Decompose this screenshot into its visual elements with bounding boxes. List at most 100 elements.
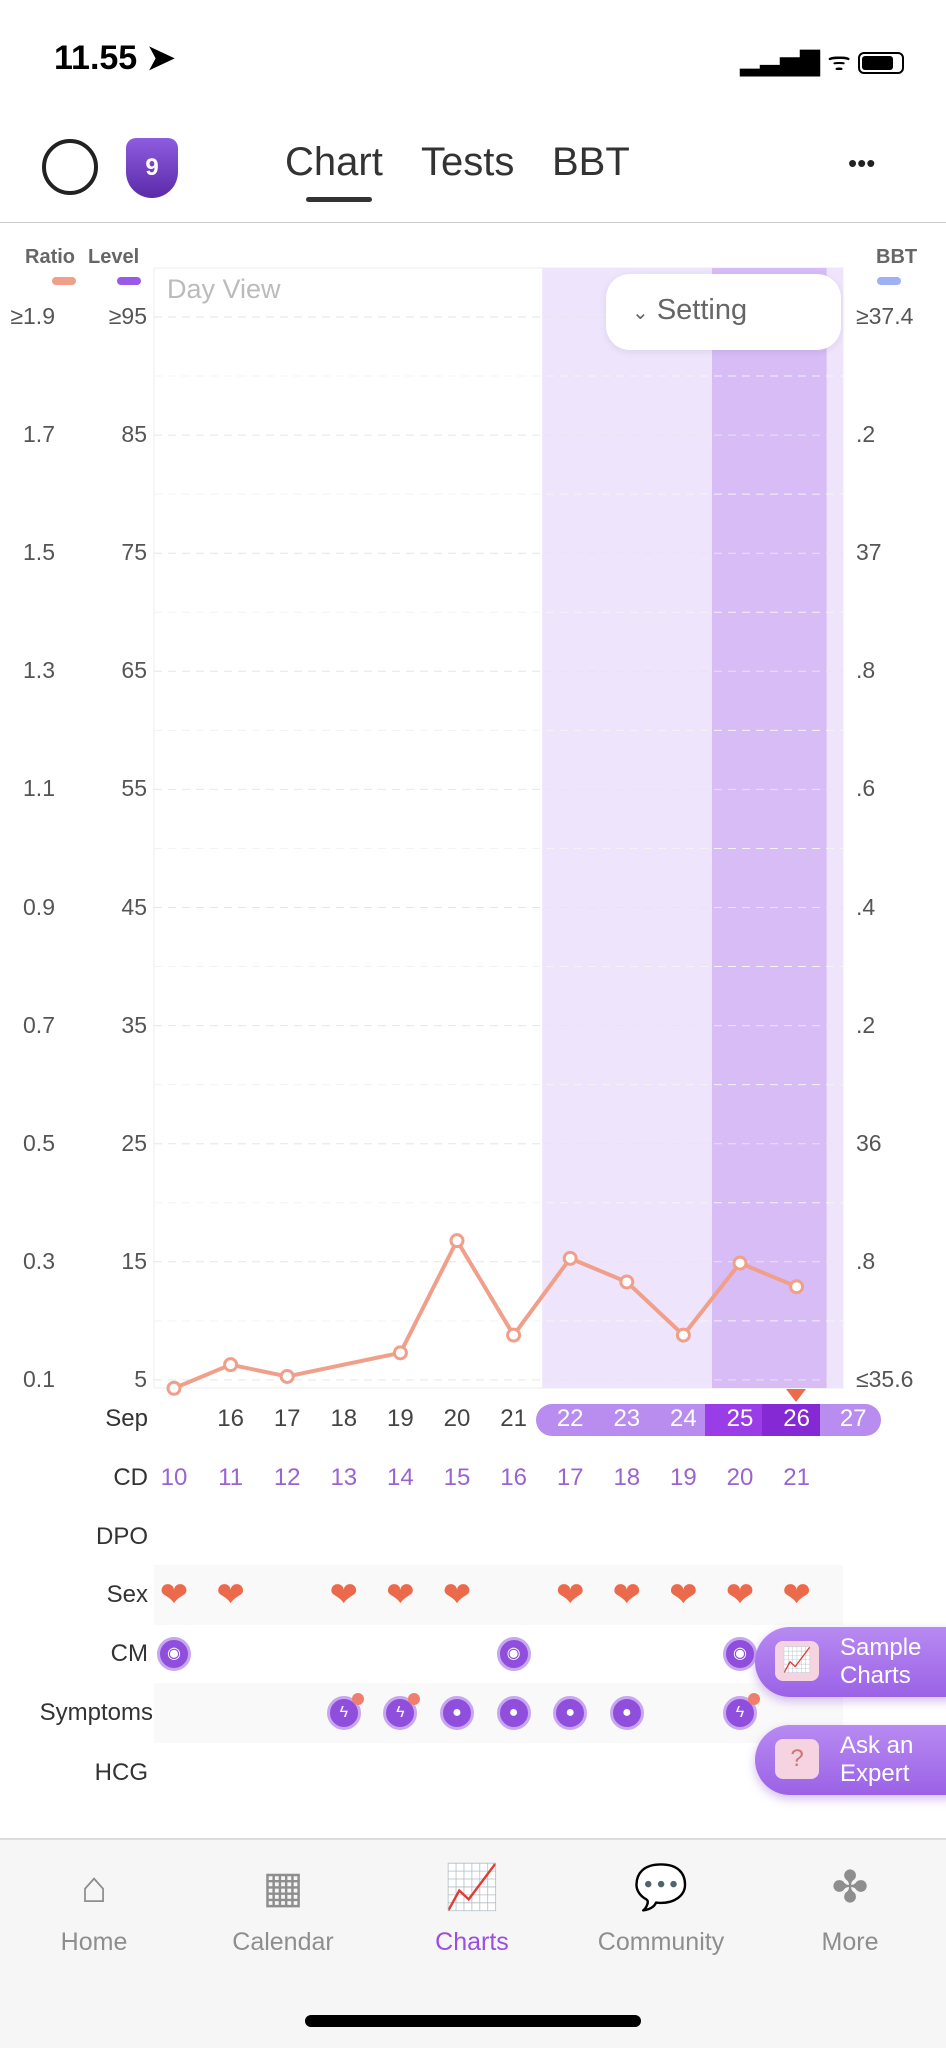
level-point[interactable] (562, 1250, 578, 1266)
level-badge-icon[interactable]: 9 (126, 138, 178, 198)
active-tab-indicator (306, 197, 372, 202)
date-label[interactable]: 19 (387, 1405, 414, 1432)
cervical-mucus-icon[interactable]: ◉ (723, 1637, 757, 1671)
date-label[interactable]: 24 (670, 1405, 697, 1432)
day-view-label: Day View (167, 274, 281, 304)
hormone-chart[interactable] (0, 0, 946, 1420)
nav-home[interactable]: ⌂ Home (24, 1860, 164, 1957)
level-tick-label: 85 (121, 421, 147, 448)
more-options-button[interactable]: ••• (848, 148, 876, 178)
date-label[interactable]: 17 (273, 1405, 301, 1432)
profile-icon[interactable] (42, 139, 98, 195)
setting-label: Setting (656, 294, 748, 326)
sex-label: Sex (106, 1581, 148, 1608)
cycle-day-label: 16 (500, 1464, 527, 1491)
ratio-tick-label: 0.5 (23, 1129, 55, 1156)
symptom-icon[interactable]: ● (609, 1696, 644, 1730)
ratio-tick-label: 1.5 (23, 539, 55, 566)
chart-image-icon: 📈 (775, 1641, 819, 1681)
symptom-icon[interactable]: ϟ (723, 1693, 760, 1730)
level-point[interactable] (279, 1368, 295, 1384)
level-point[interactable] (732, 1255, 748, 1271)
cervical-mucus-icon[interactable]: ◉ (157, 1637, 191, 1671)
nav-charts[interactable]: 📈 Charts (402, 1860, 542, 1957)
ratio-tick-label: ≥1.9 (10, 303, 55, 329)
status-time: 11.55 ➤ (54, 38, 175, 78)
date-label[interactable]: 25 (726, 1405, 754, 1432)
cycle-day-label: 11 (218, 1464, 244, 1491)
level-tick-label: 15 (121, 1247, 147, 1274)
level-point[interactable] (619, 1274, 635, 1290)
ratio-tick-label: 0.3 (23, 1247, 55, 1274)
level-point[interactable] (166, 1380, 182, 1396)
bbt-tick-label: .8 (856, 657, 876, 684)
cycle-day-label: 21 (783, 1464, 810, 1491)
tab-tests[interactable]: Tests (421, 140, 515, 184)
symptom-icon[interactable]: ϟ (326, 1693, 364, 1730)
ratio-tick-label: 0.7 (23, 1011, 55, 1038)
date-label[interactable]: 20 (443, 1405, 471, 1432)
tab-chart[interactable]: Chart (285, 140, 383, 184)
bbt-legend-label: BBT (876, 246, 918, 268)
bbt-tick-label: .8 (856, 1247, 876, 1274)
level-point[interactable] (506, 1327, 522, 1343)
selected-day-marker (786, 1389, 806, 1402)
calendar-icon: ▦ (262, 1863, 304, 1912)
cycle-day-label: 10 (160, 1464, 188, 1491)
nav-calendar[interactable]: ▦ Calendar (213, 1860, 353, 1957)
heart-icon[interactable]: ❤ (386, 1576, 415, 1614)
home-icon: ⌂ (80, 1863, 108, 1912)
level-point[interactable] (223, 1357, 239, 1373)
symptoms-label: Symptoms (39, 1699, 153, 1726)
heart-icon[interactable]: ❤ (612, 1576, 642, 1614)
ask-expert-button[interactable]: ? Ask an Expert (755, 1725, 946, 1795)
fertile-date-pill (536, 1404, 881, 1436)
date-label[interactable]: 18 (330, 1405, 358, 1432)
date-label[interactable]: 22 (556, 1405, 584, 1432)
heart-icon[interactable]: ❤ (725, 1576, 755, 1614)
bbt-tick-label: .2 (856, 421, 876, 448)
tab-bbt[interactable]: BBT (552, 140, 630, 184)
symptom-icon[interactable]: ● (553, 1696, 588, 1730)
symptom-icon[interactable]: ● (496, 1696, 531, 1730)
setting-dropdown[interactable]: ⌄ Setting (606, 274, 841, 350)
ratio-tick-label: 0.9 (23, 893, 55, 920)
dpo-label: DPO (95, 1523, 148, 1550)
date-label[interactable]: 27 (839, 1405, 867, 1432)
date-label[interactable]: 26 (783, 1405, 810, 1432)
heart-icon[interactable]: ❤ (782, 1576, 811, 1614)
heart-icon[interactable]: ❤ (442, 1576, 472, 1614)
level-point[interactable] (449, 1233, 465, 1249)
nav-label: Charts (435, 1928, 509, 1956)
symptom-icon[interactable]: ● (440, 1696, 474, 1730)
heart-icon[interactable]: ❤ (555, 1576, 585, 1614)
nav-label: Community (597, 1928, 725, 1956)
charts-icon: 📈 (444, 1863, 500, 1912)
date-label[interactable]: 23 (613, 1405, 641, 1432)
level-point[interactable] (675, 1327, 691, 1343)
nav-more[interactable]: ✤ More (780, 1860, 920, 1957)
symptom-icon[interactable]: ϟ (383, 1693, 421, 1730)
community-icon: 💬 (633, 1863, 689, 1912)
date-label[interactable]: 16 (217, 1405, 244, 1432)
cervical-mucus-icon[interactable]: ◉ (496, 1637, 531, 1671)
status-icons: ▂▃▅▇ ᯤ (740, 42, 905, 78)
level-point[interactable] (789, 1279, 805, 1295)
sample-charts-button[interactable]: 📈 Sample Charts (755, 1627, 946, 1697)
bbt-tick-label: .2 (856, 1011, 876, 1038)
ratio-legend-swatch (52, 277, 76, 285)
heart-icon[interactable]: ❤ (329, 1576, 359, 1614)
heart-icon[interactable]: ❤ (669, 1576, 698, 1614)
home-indicator (305, 2015, 641, 2027)
nav-community[interactable]: 💬 Community (591, 1860, 731, 1957)
header-divider (0, 222, 946, 223)
sample-charts-label: Sample Charts (840, 1634, 922, 1689)
cycle-day-label: 20 (726, 1464, 754, 1491)
chevron-down-icon: ⌄ (632, 302, 649, 324)
heart-icon[interactable]: ❤ (216, 1576, 245, 1614)
heart-icon[interactable]: ❤ (159, 1576, 189, 1614)
level-point[interactable] (392, 1345, 408, 1361)
level-tick-label: 5 (134, 1365, 147, 1392)
date-label[interactable]: 21 (500, 1405, 527, 1432)
level-tick-label: 55 (121, 775, 147, 802)
